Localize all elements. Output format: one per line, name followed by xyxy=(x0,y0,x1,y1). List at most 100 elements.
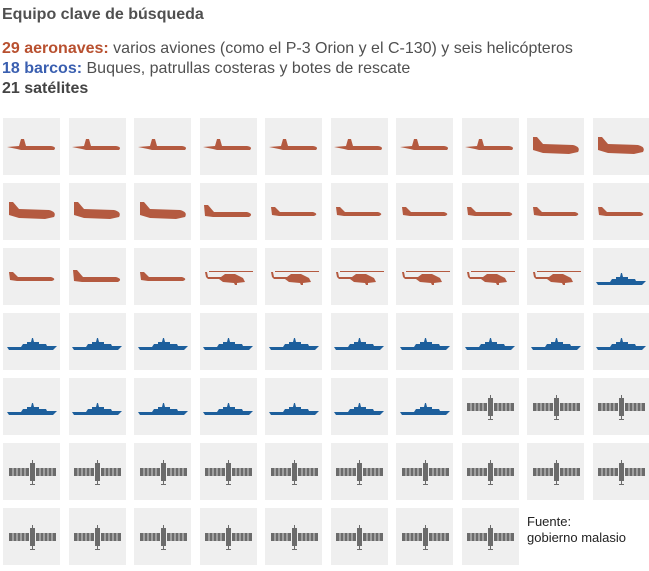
equipment-tile-turboprop xyxy=(461,118,519,175)
equipment-tile-satellite xyxy=(396,443,453,500)
ship-icon xyxy=(137,337,188,350)
turboprop-plane-icon xyxy=(399,138,448,150)
satellite-icon xyxy=(467,459,514,485)
helicopter-icon xyxy=(401,270,450,285)
ship-icon xyxy=(203,402,253,415)
infographic-title: Equipo clave de búsqueda xyxy=(2,6,204,23)
turboprop-plane-icon xyxy=(268,138,317,150)
equipment-tile-ship xyxy=(265,313,322,370)
ship-icon xyxy=(334,337,384,350)
equipment-tile-helicopter xyxy=(330,248,388,305)
turboprop-plane-icon xyxy=(137,138,186,150)
equipment-tile-satellite xyxy=(199,508,257,565)
equipment-tile-jet xyxy=(330,183,388,240)
equipment-tile-cargo xyxy=(134,183,191,240)
equipment-tile-helicopter xyxy=(265,248,322,305)
equipment-tile-jet xyxy=(3,248,60,305)
equipment-tile-turboprop xyxy=(3,118,60,175)
legend-satellites: 21 satélites xyxy=(2,80,88,98)
equipment-tile-satellite xyxy=(68,508,126,565)
satellite-icon xyxy=(8,524,56,550)
equipment-tile-ship xyxy=(396,313,453,370)
jet-plane-icon xyxy=(598,206,644,216)
equipment-grid: Fuente: gobierno malasio xyxy=(3,118,649,565)
equipment-tile-helicopter xyxy=(199,248,257,305)
equipment-tile-ship xyxy=(3,378,60,435)
jet-plane-icon xyxy=(270,206,316,216)
satellite-icon xyxy=(270,459,318,485)
ships-description: Buques, patrullas costeras y botes de re… xyxy=(82,60,411,77)
jet-plane-icon xyxy=(8,271,54,281)
equipment-tile-satellite xyxy=(396,508,453,565)
equipment-tile-ship xyxy=(199,378,257,435)
jet-plane-icon xyxy=(204,204,252,217)
equipment-tile-satellite xyxy=(592,378,649,435)
satellite-icon xyxy=(336,524,383,550)
source-label: Fuente: xyxy=(527,514,572,529)
equipment-tile-ship xyxy=(592,313,649,370)
equipment-tile-jet xyxy=(461,183,519,240)
equipment-tile-satellite xyxy=(461,508,519,565)
equipment-tile-satellite xyxy=(134,508,191,565)
satellite-icon xyxy=(74,459,121,485)
jet-plane-icon xyxy=(336,206,382,216)
ship-icon xyxy=(268,402,319,415)
ship-icon xyxy=(596,337,646,350)
jet-plane-icon xyxy=(467,206,513,216)
aircraft-count: 29 aeronaves: xyxy=(2,40,109,57)
ship-icon xyxy=(399,402,450,415)
equipment-tile-ship xyxy=(3,313,60,370)
satellite-icon xyxy=(532,459,580,485)
source-value: gobierno malasio xyxy=(527,530,627,545)
satellite-icon xyxy=(467,394,514,420)
equipment-tile-ship xyxy=(330,313,388,370)
equipment-tile-satellite xyxy=(330,508,388,565)
jet-plane-icon xyxy=(401,206,447,216)
ship-icon xyxy=(6,337,57,350)
satellites-count: 21 satélites xyxy=(2,80,89,97)
equipment-tile-turboprop xyxy=(68,118,126,175)
equipment-tile-widejet xyxy=(68,248,126,305)
ship-icon xyxy=(399,337,450,350)
cargo-plane-icon xyxy=(139,201,186,219)
satellite-icon xyxy=(598,394,645,420)
equipment-tile-turboprop xyxy=(199,118,257,175)
ship-icon xyxy=(465,337,515,350)
ship-icon xyxy=(268,337,319,350)
equipment-tile-satellite xyxy=(527,443,584,500)
satellite-icon xyxy=(598,459,645,485)
equipment-tile-turboprop xyxy=(330,118,388,175)
equipment-tile-satellite xyxy=(461,443,519,500)
cargo-plane-icon xyxy=(532,136,579,154)
ship-icon xyxy=(72,402,122,415)
equipment-tile-turboprop xyxy=(265,118,322,175)
legend-ships: 18 barcos: Buques, patrullas costeras y … xyxy=(2,60,410,78)
equipment-tile-satellite xyxy=(330,443,388,500)
equipment-tile-cargo xyxy=(592,118,649,175)
satellite-icon xyxy=(532,394,580,420)
helicopter-icon xyxy=(467,270,515,285)
helicopter-icon xyxy=(336,270,384,285)
legend-aircraft: 29 aeronaves: varios aviones (como el P-… xyxy=(2,40,573,58)
equipment-tile-ship xyxy=(592,248,649,305)
source-note: Fuente: gobierno malasio xyxy=(527,508,649,565)
ship-icon xyxy=(596,272,646,285)
equipment-tile-ship xyxy=(134,378,191,435)
satellite-icon xyxy=(401,524,449,550)
equipment-tile-ship xyxy=(134,313,191,370)
equipment-tile-cargo xyxy=(3,183,60,240)
equipment-tile-ship xyxy=(461,313,519,370)
helicopter-icon xyxy=(205,270,253,285)
turboprop-plane-icon xyxy=(203,138,251,150)
equipment-tile-ship xyxy=(396,378,453,435)
equipment-tile-satellite xyxy=(461,378,519,435)
equipment-tile-ship xyxy=(265,378,322,435)
equipment-tile-satellite xyxy=(134,443,191,500)
equipment-tile-satellite xyxy=(199,443,257,500)
equipment-tile-ship xyxy=(199,313,257,370)
equipment-tile-helicopter xyxy=(461,248,519,305)
cargo-plane-icon xyxy=(74,201,120,219)
jet-plane-icon xyxy=(532,206,578,216)
equipment-tile-helicopter xyxy=(527,248,584,305)
equipment-tile-satellite xyxy=(527,378,584,435)
